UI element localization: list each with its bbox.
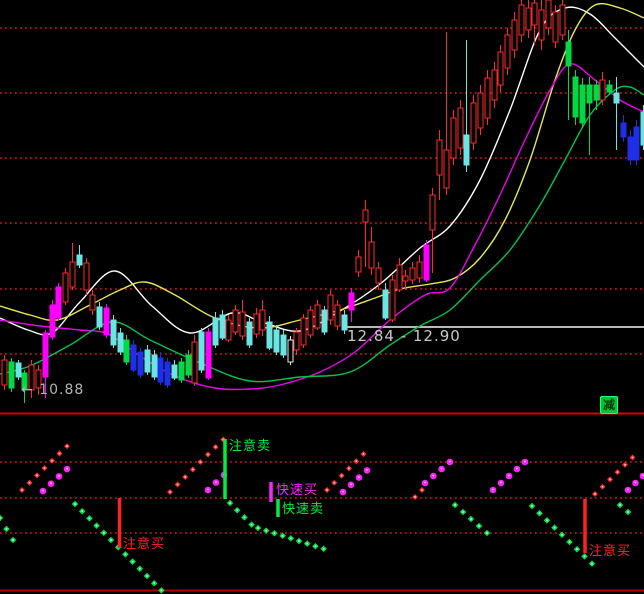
gridlines-group <box>0 27 644 534</box>
signal-lines-group <box>117 439 587 553</box>
signal-label: 注意卖 <box>229 439 272 454</box>
ma-white <box>0 6 644 336</box>
signal-label: 快速买 <box>276 483 319 498</box>
separator-lines-group <box>0 412 644 592</box>
signal-label: 注意买 <box>589 544 632 559</box>
signal-label: 注意买 <box>123 537 166 552</box>
ma-magenta <box>0 63 644 391</box>
low-price-label: ← 10.88 <box>21 382 85 398</box>
ma-yellow <box>0 2 644 329</box>
candles-group <box>1 0 644 403</box>
range-price-label: 12.84 - 12.90 <box>347 327 461 345</box>
signal-label: 快速卖 <box>282 502 325 517</box>
reduce-badge: 减 <box>600 396 619 414</box>
ma-green <box>0 85 644 383</box>
